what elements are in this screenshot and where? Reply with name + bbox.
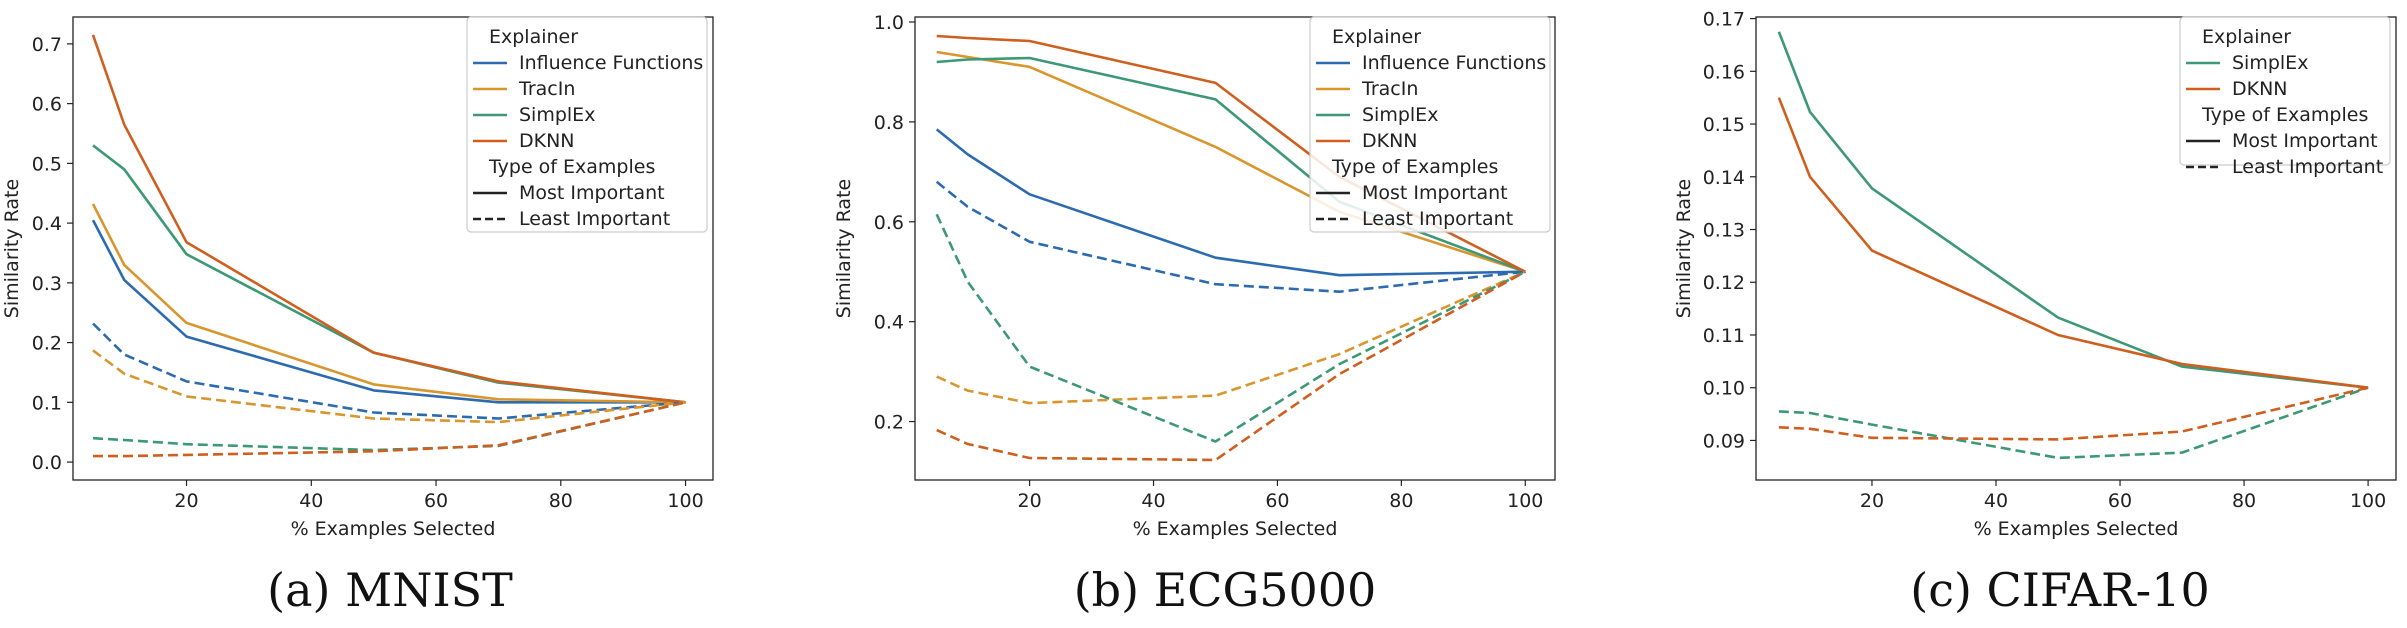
y-axis-title: Similarity Rate <box>1 179 23 318</box>
y-tick-label: 0.2 <box>32 333 62 355</box>
caption-ecg5000: (b) ECG5000 <box>1073 563 1377 617</box>
y-tick-label: 0.8 <box>874 112 904 134</box>
series-line-influence-functions-most <box>91 219 686 404</box>
y-axis-title: Similarity Rate <box>1673 179 1695 318</box>
legend-style-title: Type of Examples <box>488 156 655 178</box>
legend-entry: DKNN <box>1362 130 1418 152</box>
legend-style-entry: Most Important <box>2232 130 2378 152</box>
x-tick-label: 20 <box>1860 490 1884 512</box>
series-line-simplex-least <box>935 213 1526 443</box>
legend-entry: Influence Functions <box>519 52 703 74</box>
series-line-dknn-most <box>1777 97 2369 389</box>
y-tick-label: 0.4 <box>874 312 904 334</box>
x-tick-label: 60 <box>424 490 448 512</box>
y-tick-label: 0.2 <box>874 412 904 434</box>
x-tick-label: 80 <box>549 490 573 512</box>
series-line-dknn-least <box>1778 386 2369 441</box>
legend-title: Explainer <box>2202 26 2291 48</box>
y-tick-label: 0.6 <box>32 94 62 116</box>
legend-box <box>466 16 708 233</box>
legend-title: Explainer <box>1332 26 1421 48</box>
series-line-dknn-least <box>93 401 686 458</box>
series-line-simplex-least <box>1778 386 2369 460</box>
legend-entry: DKNN <box>519 130 575 152</box>
x-tick-label: 20 <box>174 490 198 512</box>
series-line-influence-functions-most <box>935 128 1526 277</box>
chart-ecg5000: 20 40 60 80 100 0.2 0.4 0.6 0.8 1.0 % Examples Sel… <box>833 12 1556 540</box>
legend-box <box>1309 16 1551 233</box>
y-tick-label: 0.16 <box>1703 61 1745 83</box>
x-axis-title: % Examples Selected <box>291 518 496 540</box>
legend-entry: TracIn <box>1361 78 1418 100</box>
caption-mnist: (a) MNIST <box>267 563 513 617</box>
chart-mnist: 20 40 60 80 100 0.0 0.1 0.2 0.3 0.4 0.5 0.6 0.7 % Exa… <box>1 16 714 540</box>
y-tick-label: 0.17 <box>1703 9 1745 31</box>
legend-entry: DKNN <box>2232 78 2288 100</box>
y-tick-label: 0.0 <box>32 452 62 474</box>
y-tick-label: 0.09 <box>1703 430 1745 452</box>
y-tick-label: 0.3 <box>32 273 62 295</box>
x-axis-title: % Examples Selected <box>1974 518 2179 540</box>
legend-style-entry: Least Important <box>2232 156 2383 178</box>
series-line-tracin-least <box>936 270 1526 405</box>
plot-frame <box>72 16 714 481</box>
y-tick-label: 0.1 <box>32 392 62 414</box>
legend-style-entry: Most Important <box>519 182 665 204</box>
plot-frame <box>914 16 1556 481</box>
y-tick-label: 0.7 <box>32 34 62 56</box>
series-line-tracin-least <box>92 349 686 424</box>
series-line-dknn-most <box>91 34 686 404</box>
y-tick-label: 0.12 <box>1703 272 1745 294</box>
y-tick-label: 0.5 <box>32 153 62 175</box>
y-tick-label: 1.0 <box>874 12 904 34</box>
legend-style-entry: Most Important <box>1362 182 1508 204</box>
chart-cifar10: 20 40 60 80 100 0.09 0.10 0.11 0.12 0.13 0.14 0.15 0… <box>1673 9 2397 540</box>
plot-frame <box>1755 16 2397 481</box>
y-tick-label: 0.4 <box>32 213 62 235</box>
series-line-influence-functions-least <box>92 322 686 420</box>
legend-entry: TracIn <box>518 78 575 100</box>
x-tick-label: 40 <box>1984 490 2008 512</box>
y-axis-title: Similarity Rate <box>833 179 855 318</box>
y-tick-label: 0.15 <box>1703 114 1745 136</box>
legend-style-title: Type of Examples <box>1331 156 1498 178</box>
series-line-tracin-most <box>91 203 686 404</box>
x-tick-label: 40 <box>299 490 323 512</box>
y-tick-label: 0.10 <box>1703 378 1745 400</box>
caption-cifar10: (c) CIFAR-10 <box>1910 563 2210 617</box>
legend-style-entry: Least Important <box>519 208 670 230</box>
series-line-influence-functions-least <box>935 180 1526 294</box>
x-tick-label: 80 <box>2232 490 2256 512</box>
x-tick-label: 100 <box>667 490 703 512</box>
series-line-simplex-most <box>1777 31 2369 389</box>
x-tick-label: 60 <box>1265 490 1289 512</box>
legend-style-title: Type of Examples <box>2201 104 2368 126</box>
x-tick-label: 20 <box>1018 490 1042 512</box>
legend-title: Explainer <box>489 26 578 48</box>
y-tick-label: 0.11 <box>1703 325 1745 347</box>
legend-entry: Influence Functions <box>1362 52 1546 74</box>
y-tick-label: 0.14 <box>1703 167 1745 189</box>
x-axis-title: % Examples Selected <box>1133 518 1338 540</box>
series-line-dknn-least <box>936 270 1526 462</box>
x-tick-label: 40 <box>1141 490 1165 512</box>
x-tick-label: 100 <box>1507 490 1543 512</box>
y-tick-label: 0.13 <box>1703 220 1745 242</box>
x-tick-label: 80 <box>1389 490 1413 512</box>
x-tick-label: 60 <box>2108 490 2132 512</box>
legend-entry: SimplEx <box>1362 104 1438 126</box>
y-tick-label: 0.6 <box>874 212 904 234</box>
legend-entry: SimplEx <box>519 104 595 126</box>
x-tick-label: 100 <box>2350 490 2386 512</box>
legend-style-entry: Least Important <box>1362 208 1513 230</box>
legend-box <box>2179 16 2391 166</box>
legend-entry: SimplEx <box>2232 52 2308 74</box>
